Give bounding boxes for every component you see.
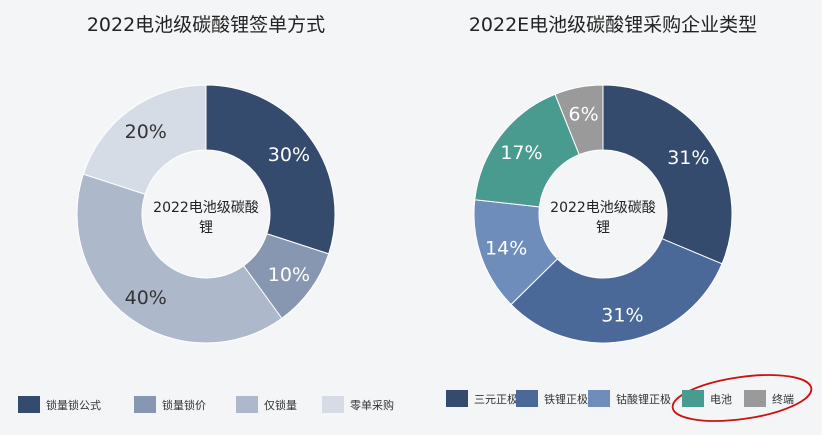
donut-slice (205, 84, 336, 255)
slice-data-label: 31% (667, 147, 709, 169)
legend-label: 零单采购 (350, 398, 394, 412)
slice-data-label: 40% (125, 287, 167, 309)
center-label: 锂 (199, 220, 213, 236)
legend-label: 三元正极 (474, 392, 518, 406)
red-annotation-ellipse (671, 374, 813, 422)
legend-item: 电池 (682, 390, 732, 407)
slice-data-label: 14% (485, 238, 527, 260)
slice-data-label: 6% (569, 103, 599, 125)
slice-data-label: 31% (601, 305, 643, 327)
slice-data-label: 20% (125, 121, 167, 143)
donut-slice (602, 84, 733, 265)
legend-item: 零单采购 (322, 396, 394, 413)
donut-slice (554, 84, 604, 156)
legend-item: 三元正极 (446, 390, 518, 407)
legend-swatch (446, 390, 468, 407)
legend-swatch (516, 390, 538, 407)
legend-swatch (236, 396, 258, 413)
center-label: 2022电池级碳酸 (153, 200, 259, 216)
donut-slice (76, 173, 283, 344)
donut-slice (510, 238, 723, 344)
legend-label: 锁量锁公式 (46, 398, 101, 412)
legend-item: 仅锁量 (236, 396, 297, 413)
legend-swatch (744, 390, 766, 407)
slice-data-label: 10% (268, 264, 310, 286)
legend-item: 钴酸锂正极 (588, 390, 671, 407)
legend-swatch (322, 396, 344, 413)
center-label: 2022电池级碳酸 (550, 200, 656, 216)
legend-label: 铁锂正极 (544, 392, 588, 406)
legend-label: 锁量锁价 (162, 398, 206, 412)
legend-label: 仅锁量 (264, 398, 297, 412)
legend-item: 锁量锁价 (134, 396, 206, 413)
center-label: 锂 (596, 220, 610, 236)
slice-data-label: 17% (500, 142, 542, 164)
donut-slice (82, 84, 207, 195)
right-chart-title: 2022E电池级碳酸锂采购企业类型 (468, 14, 758, 36)
legend-swatch (682, 390, 704, 407)
legend-swatch (588, 390, 610, 407)
legend-swatch (18, 396, 40, 413)
legend-label: 钴酸锂正极 (616, 392, 671, 406)
legend-item: 铁锂正极 (516, 390, 588, 407)
legend-label: 电池 (710, 392, 732, 406)
left-chart-title: 2022电池级碳酸锂签单方式 (86, 14, 326, 36)
legend-label: 终端 (772, 392, 794, 406)
legend-item: 锁量锁公式 (18, 396, 101, 413)
slice-data-label: 30% (268, 144, 310, 166)
legend-swatch (134, 396, 156, 413)
legend-item: 终端 (744, 390, 794, 407)
